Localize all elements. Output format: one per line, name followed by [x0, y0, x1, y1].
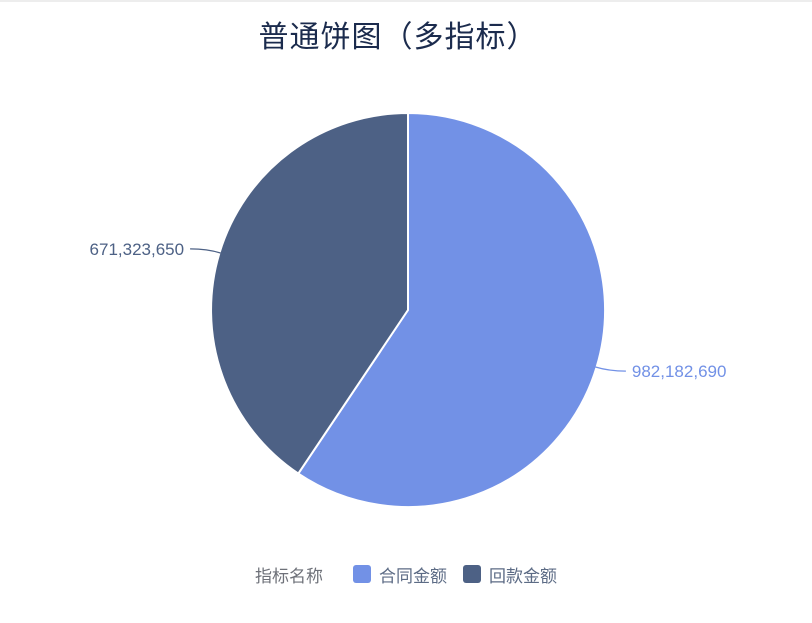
label-leader-line-0 — [595, 366, 626, 372]
legend: 指标名称 合同金额 回款金额 — [0, 560, 812, 588]
slice-value-label-0: 982,182,690 — [632, 362, 727, 381]
chart-title: 普通饼图（多指标） — [258, 21, 538, 54]
window-top-border — [0, 0, 812, 2]
legend-item-0[interactable]: 合同金额 — [353, 562, 447, 587]
legend-item-label-1: 回款金额 — [489, 566, 557, 586]
legend-swatch-0 — [353, 565, 371, 583]
slice-value-label-1: 671,323,650 — [90, 240, 185, 259]
label-leader-line-1 — [190, 248, 221, 254]
legend-swatch-1 — [463, 565, 481, 583]
legend-item-label-0: 合同金额 — [379, 566, 447, 586]
legend-items: 合同金额 回款金额 — [353, 562, 557, 587]
legend-item-1[interactable]: 回款金额 — [463, 562, 557, 587]
legend-title: 指标名称 — [255, 566, 323, 586]
